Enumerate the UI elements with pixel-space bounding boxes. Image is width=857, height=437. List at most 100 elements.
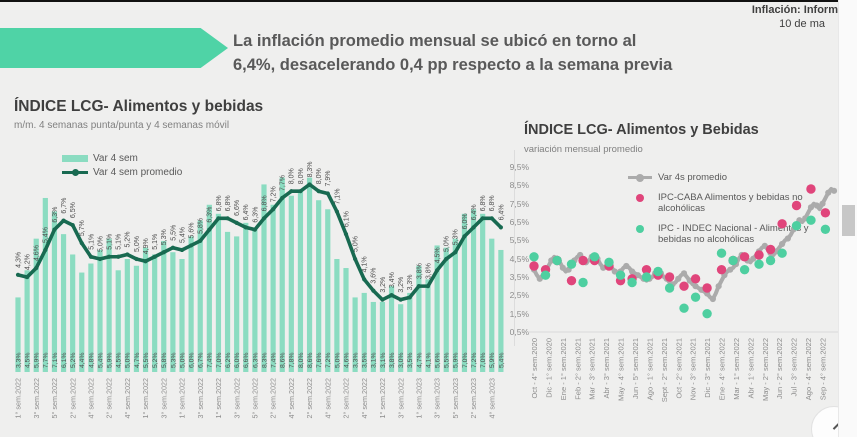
svg-text:5,2%: 5,2% [152,353,159,369]
mint-dot-icon [636,225,644,233]
svg-text:3° sem.2022: 3° sem.2022 [32,378,41,418]
svg-text:6,1%: 6,1% [61,353,68,369]
svg-text:Jun - 5° sem.2021: Jun - 5° sem.2021 [631,338,640,399]
left-chart-plot: 3,3% 4,3% 4,5% 4,2% 5,9% 4,6% 7,7% 5,4% 7,1% 6,3%… [14,161,506,418]
svg-text:3,0%: 3,0% [398,353,405,369]
svg-text:5,0%: 5,0% [134,236,141,252]
svg-text:4,1%: 4,1% [362,256,369,272]
svg-text:6,5%: 6,5% [70,202,77,218]
right-chart-legend: Var 4s promedio IPC-CABA Alimentos y beb… [628,172,833,254]
svg-text:5,0%: 5,0% [353,236,360,252]
svg-text:4° sem.2023: 4° sem.2023 [487,378,496,418]
svg-text:3,1%: 3,1% [371,353,378,369]
svg-text:5,4%: 5,4% [97,353,104,369]
legend-item-var4s-promedio: Var 4s promedio [628,172,833,183]
svg-text:5,4%: 5,4% [43,227,50,243]
svg-text:1° sem.2022: 1° sem.2022 [14,378,23,418]
svg-text:7,7%: 7,7% [43,353,50,369]
svg-text:3,3%: 3,3% [353,353,360,369]
svg-text:7,0%: 7,0% [462,353,469,369]
svg-text:7,4%: 7,4% [207,353,214,369]
svg-text:3,2%: 3,2% [380,277,387,293]
svg-text:3,5%: 3,5% [407,353,414,369]
svg-text:5,7%: 5,7% [79,220,86,236]
svg-text:4,9%: 4,9% [143,238,150,254]
svg-text:2° sem.2022: 2° sem.2022 [105,378,114,418]
y-tick-label: 2,5% [509,290,529,301]
svg-text:6,8%: 6,8% [261,195,268,211]
svg-text:3,6%: 3,6% [371,268,378,284]
legend-label: IPC - INDEC Nacional - Alimentos y bebid… [658,223,809,245]
svg-text:5,5%: 5,5% [143,353,150,369]
svg-text:7,2%: 7,2% [325,353,332,369]
report-date: 10 de ma [779,18,825,30]
svg-text:4,5%: 4,5% [116,353,123,369]
svg-text:6,7%: 6,7% [61,198,68,214]
svg-text:Oct - 4° sem.2020: Oct - 4° sem.2020 [530,338,539,399]
svg-text:4° sem.2022: 4° sem.2022 [323,378,332,418]
svg-text:6,8%: 6,8% [480,195,487,211]
chart-divider [514,150,515,346]
svg-text:8,6%: 8,6% [307,353,314,369]
svg-text:5,0%: 5,0% [179,353,186,369]
svg-text:6,3%: 6,3% [207,207,214,223]
right-chart-subtitle: variación mensual promedio [524,144,643,155]
svg-text:Ene - 4° sem.2022: Ene - 4° sem.2022 [718,338,727,400]
svg-text:5,1%: 5,1% [107,234,114,250]
svg-text:6,4%: 6,4% [471,204,478,220]
svg-text:7,2%: 7,2% [271,186,278,202]
right-chart-plot: Oct - 4° sem.2020 Dic - 1° sem.2020 Ene - … [528,184,838,402]
svg-text:6,0%: 6,0% [462,213,469,229]
legend-label: Var 4s promedio [658,172,727,183]
window-scrollbar-thumb[interactable] [842,205,855,236]
svg-text:6,4%: 6,4% [498,204,505,220]
svg-text:3° sem.2023: 3° sem.2023 [433,378,442,418]
svg-text:1° sem.2022: 1° sem.2022 [214,378,223,418]
svg-text:3,1%: 3,1% [380,353,387,369]
gray-line-swatch-icon [628,173,652,182]
svg-text:5,3%: 5,3% [453,229,460,245]
y-tick-label: 7,5% [509,198,529,209]
bars-group [15,177,504,372]
svg-text:7,0%: 7,0% [480,353,487,369]
report-title: Inflación: Inform [751,4,838,16]
svg-text:Mar - 1° sem.2022: Mar - 1° sem.2022 [732,338,741,400]
svg-text:6,6%: 6,6% [234,200,241,216]
ipc-indec-dots-group [529,215,831,319]
svg-text:2° sem.2023: 2° sem.2023 [469,378,478,418]
svg-text:3,4%: 3,4% [389,272,396,288]
svg-text:3,5%: 3,5% [362,353,369,369]
svg-text:5,1%: 5,1% [88,234,95,250]
svg-text:6,1%: 6,1% [343,211,350,227]
svg-text:1° sem.2022: 1° sem.2022 [178,378,187,418]
svg-text:Jun - 2° sem.2022: Jun - 2° sem.2022 [775,338,784,399]
headline: La inflación promedio mensual se ubicó e… [233,30,818,78]
svg-text:4,8%: 4,8% [88,353,95,369]
svg-text:Abr - 3° sem.2021: Abr - 3° sem.2021 [602,338,611,399]
svg-text:4,5%: 4,5% [25,353,32,369]
svg-text:2° sem.2022: 2° sem.2022 [305,378,314,418]
window-top-border [0,0,838,2]
svg-text:4,6%: 4,6% [343,353,350,369]
svg-text:8,0%: 8,0% [298,353,305,369]
svg-text:7,2%: 7,2% [471,353,478,369]
svg-text:5° sem.2022: 5° sem.2022 [50,378,59,418]
svg-text:5,9%: 5,9% [453,353,460,369]
svg-text:5,0%: 5,0% [444,236,451,252]
svg-text:5,6%: 5,6% [435,353,442,369]
legend-item-ipc-caba: IPC-CABA Alimentos y bebidas no alcohóli… [628,192,833,214]
svg-text:6,6%: 6,6% [243,353,250,369]
svg-text:1° sem.2022: 1° sem.2022 [378,378,387,418]
slide-main-area: Inflación: Inform 10 de ma La inflación … [0,0,838,437]
y-tick-label: 5,5% [509,235,529,246]
svg-text:3° sem.2022: 3° sem.2022 [396,378,405,418]
left-chart-subtitle: m/m. 4 semanas punta/punta y 4 semanas m… [14,120,230,131]
svg-text:5,5%: 5,5% [444,353,451,369]
svg-text:5,3%: 5,3% [170,353,177,369]
svg-text:8,0%: 8,0% [298,168,305,184]
svg-text:4,7%: 4,7% [416,353,423,369]
svg-text:6,3%: 6,3% [252,207,259,223]
window-scrollbar-track[interactable] [838,0,857,437]
headline-line1: La inflación promedio mensual se ubicó e… [233,32,637,50]
svg-text:4,4%: 4,4% [79,353,86,369]
